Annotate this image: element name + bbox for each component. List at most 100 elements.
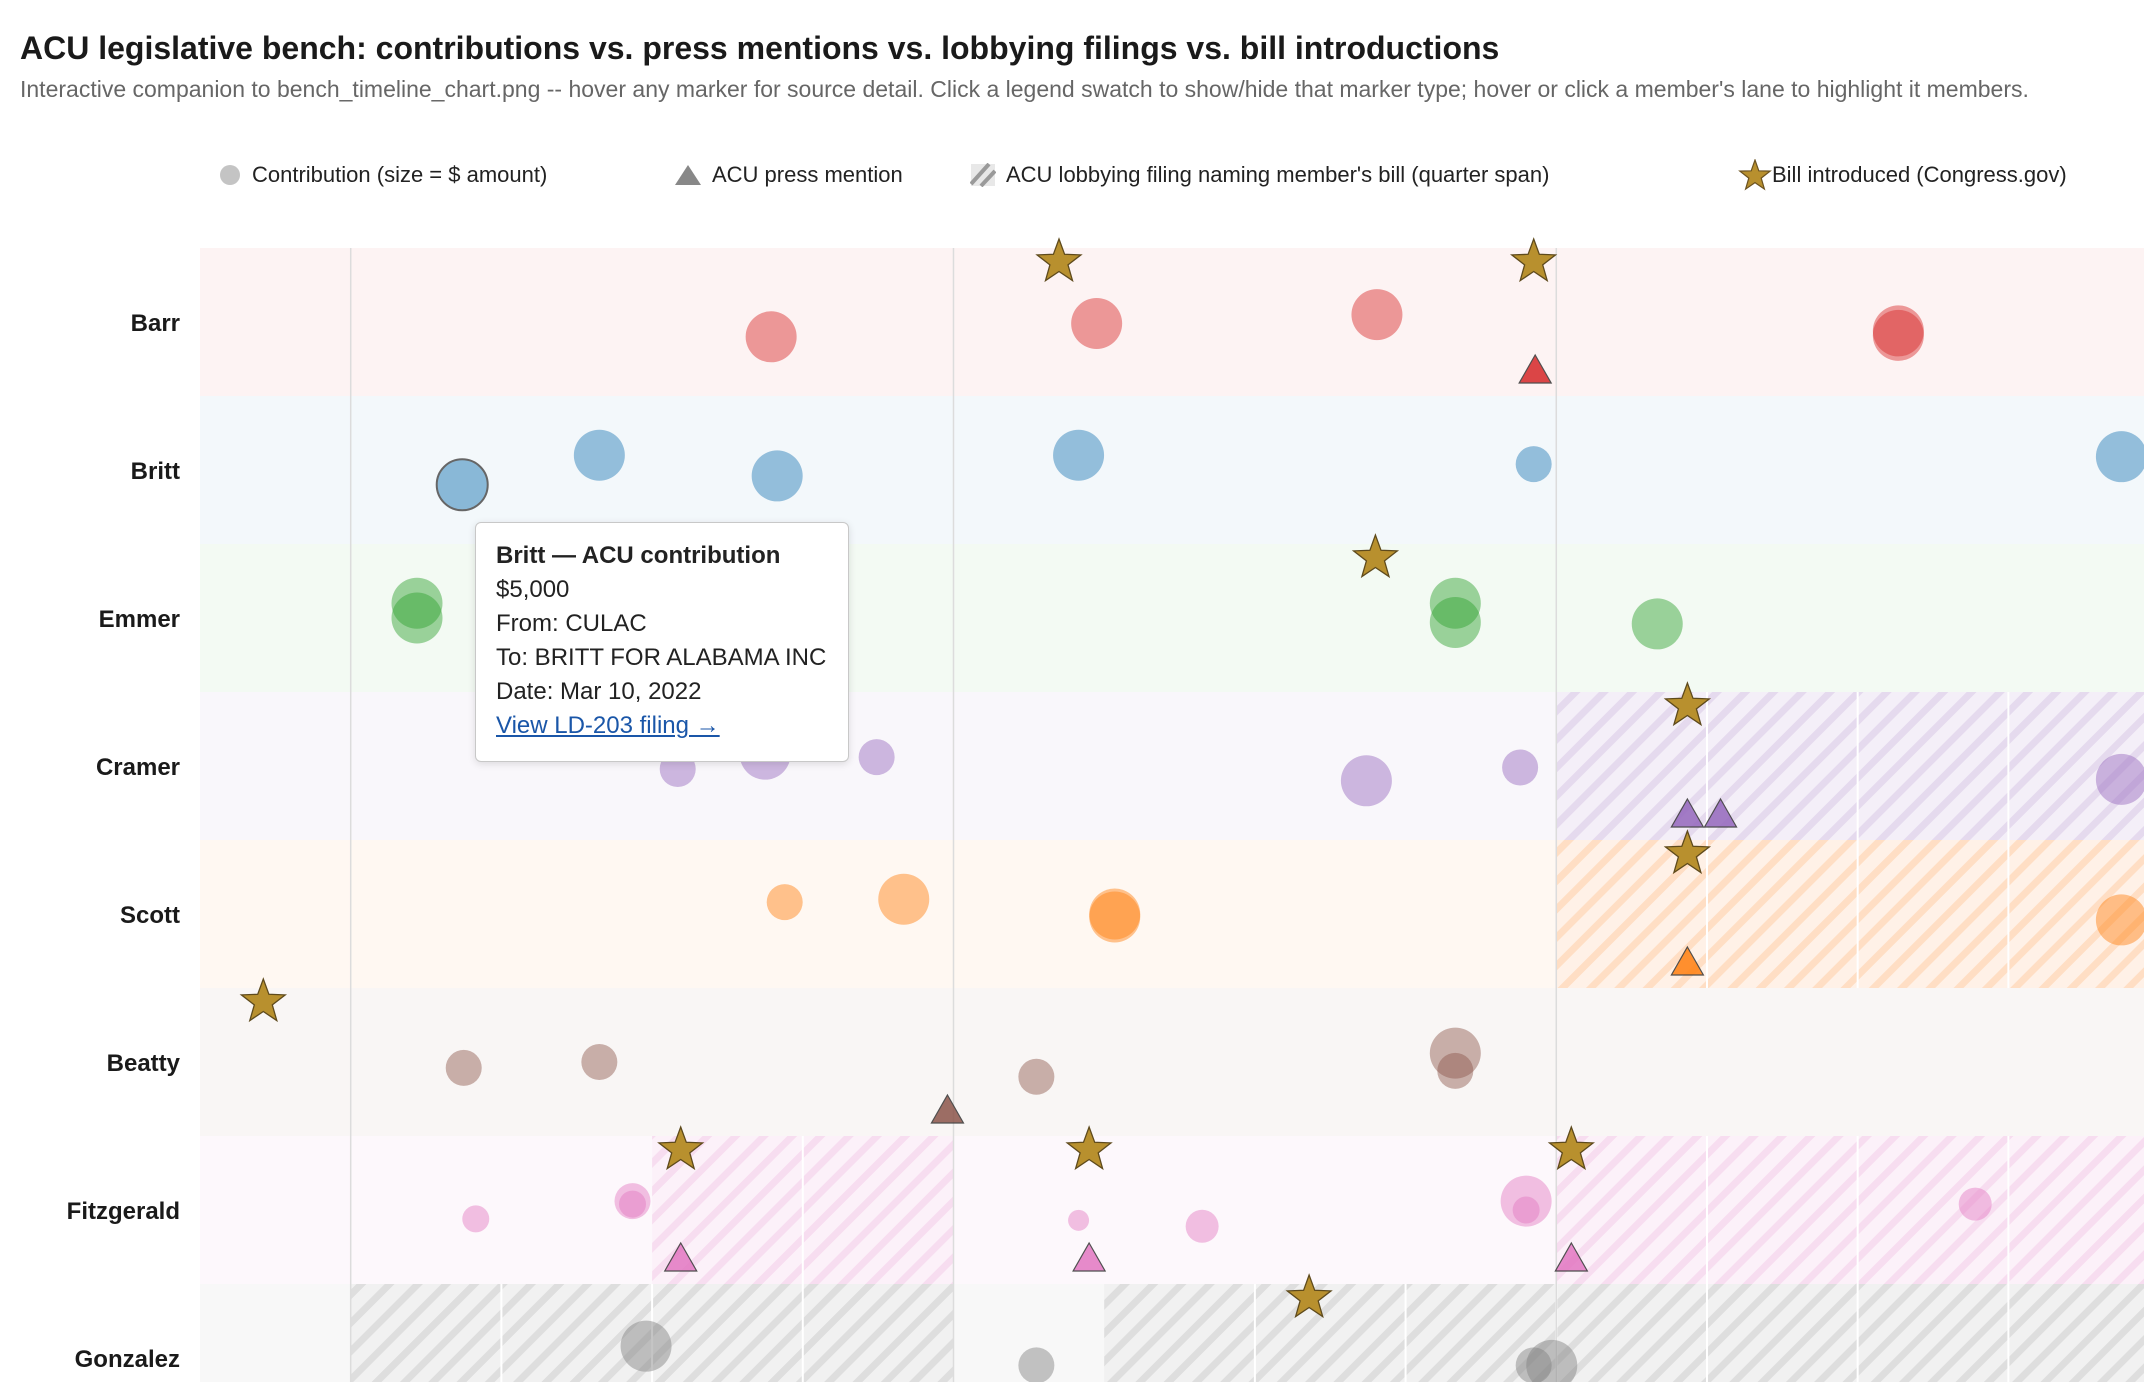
lobbying-span bbox=[1556, 1136, 2144, 1284]
bill-marker[interactable] bbox=[1065, 1125, 1113, 1171]
bill-marker[interactable] bbox=[657, 1125, 705, 1171]
contribution-marker[interactable] bbox=[1185, 1209, 1219, 1243]
contribution-marker[interactable] bbox=[2095, 753, 2144, 805]
contribution-marker[interactable] bbox=[1515, 446, 1552, 483]
lane-beatty[interactable] bbox=[200, 988, 2144, 1136]
contribution-marker[interactable] bbox=[391, 577, 443, 629]
legend-label-lobbying: ACU lobbying filing naming member's bill… bbox=[1006, 162, 1550, 187]
press-marker[interactable] bbox=[663, 1241, 698, 1272]
contribution-marker[interactable] bbox=[1872, 309, 1924, 361]
press-marker[interactable] bbox=[1554, 1241, 1589, 1272]
contribution-marker[interactable] bbox=[1872, 305, 1924, 357]
legend-item-contribution[interactable]: Contribution (size = $ amount) bbox=[218, 155, 547, 195]
lane-label-beatty[interactable]: Beatty bbox=[107, 1050, 181, 1077]
tooltip-from: From: CULAC bbox=[496, 610, 647, 637]
chart-subtitle: Interactive companion to bench_timeline_… bbox=[20, 76, 2029, 102]
lane-label-barr[interactable]: Barr bbox=[131, 310, 180, 337]
bill-marker[interactable] bbox=[1509, 237, 1558, 283]
tooltip-date: Date: Mar 10, 2022 bbox=[496, 678, 702, 705]
contribution-marker[interactable] bbox=[1958, 1187, 1992, 1221]
legend-item-lobbying[interactable]: ACU lobbying filing naming member's bill… bbox=[970, 155, 1549, 195]
contribution-marker[interactable] bbox=[1429, 1027, 1481, 1079]
contribution-marker[interactable] bbox=[1515, 1347, 1552, 1382]
bill-marker[interactable] bbox=[239, 977, 288, 1023]
contribution-marker[interactable] bbox=[620, 1320, 672, 1372]
lane-label-gonzalez[interactable]: Gonzalez bbox=[75, 1346, 180, 1373]
lane-britt[interactable] bbox=[200, 396, 2144, 544]
contribution-marker[interactable] bbox=[581, 1044, 618, 1080]
lane-label-emmer[interactable]: Emmer bbox=[99, 606, 180, 633]
contribution-marker[interactable] bbox=[751, 450, 803, 502]
contribution-marker[interactable] bbox=[1053, 429, 1105, 481]
triangle-icon bbox=[675, 165, 701, 185]
contribution-marker[interactable] bbox=[1068, 1209, 1090, 1231]
contribution-marker[interactable] bbox=[1429, 577, 1481, 629]
lane-barr[interactable] bbox=[200, 248, 2144, 396]
contribution-marker[interactable] bbox=[462, 1205, 490, 1233]
ld203-filing-link[interactable]: View LD-203 filing → bbox=[496, 712, 720, 739]
contribution-marker[interactable] bbox=[614, 1183, 651, 1220]
contribution-marker[interactable] bbox=[1018, 1347, 1055, 1382]
contribution-marker[interactable] bbox=[573, 429, 625, 481]
contribution-marker[interactable] bbox=[878, 873, 930, 925]
contribution-marker[interactable] bbox=[619, 1190, 647, 1218]
contribution-marker[interactable] bbox=[1526, 1339, 1578, 1382]
hatch-swatch-icon bbox=[970, 163, 996, 187]
contribution-marker[interactable] bbox=[745, 311, 797, 363]
bill-marker[interactable] bbox=[1351, 533, 1400, 579]
lobbying-span bbox=[1556, 692, 2144, 840]
contribution-marker[interactable] bbox=[1429, 596, 1481, 648]
contribution-marker[interactable] bbox=[858, 739, 895, 776]
contribution-marker[interactable] bbox=[1089, 888, 1141, 940]
contribution-marker[interactable] bbox=[1512, 1196, 1540, 1224]
star-icon bbox=[1738, 159, 1772, 191]
contribution-marker[interactable] bbox=[1089, 891, 1141, 943]
legend-item-bill[interactable]: Bill introduced (Congress.gov) bbox=[1738, 155, 2067, 195]
contribution-marker[interactable] bbox=[1340, 755, 1392, 807]
tooltip-title: Britt — ACU contribution bbox=[496, 542, 781, 569]
contribution-marker[interactable] bbox=[435, 458, 489, 512]
press-marker[interactable] bbox=[1072, 1241, 1107, 1272]
contribution-marker[interactable] bbox=[1071, 297, 1123, 349]
tooltip-to: To: BRITT FOR ALABAMA INC bbox=[496, 644, 827, 671]
hover-tooltip: Britt — ACU contribution $5,000 From: CU… bbox=[475, 522, 849, 762]
contribution-marker[interactable] bbox=[1500, 1175, 1552, 1227]
contributions-layer bbox=[391, 289, 2144, 1382]
legend-item-press[interactable]: ACU press mention bbox=[674, 155, 903, 195]
lane-labels-layer: Barr Britt Emmer Cramer Scott Beatty Fitzgeral… bbox=[67, 310, 181, 1373]
contribution-marker[interactable] bbox=[391, 592, 443, 644]
bill-marker[interactable] bbox=[1285, 1273, 1333, 1319]
contribution-marker[interactable] bbox=[1018, 1058, 1055, 1095]
bill-marker[interactable] bbox=[1663, 829, 1712, 875]
press-marker[interactable] bbox=[930, 1093, 965, 1124]
lobbying-span bbox=[1104, 1284, 2144, 1382]
contribution-marker[interactable] bbox=[2095, 894, 2144, 946]
press-marker[interactable] bbox=[1670, 797, 1705, 828]
contribution-marker[interactable] bbox=[2095, 431, 2144, 483]
contribution-marker[interactable] bbox=[1351, 289, 1403, 341]
press-marker[interactable] bbox=[1703, 797, 1738, 828]
contribution-marker[interactable] bbox=[1502, 749, 1539, 786]
lane-label-britt[interactable]: Britt bbox=[131, 458, 180, 485]
lane-label-fitzgerald[interactable]: Fitzgerald bbox=[67, 1198, 180, 1225]
legend-label-bill: Bill introduced (Congress.gov) bbox=[1772, 162, 2067, 187]
bills-layer bbox=[239, 237, 1712, 1319]
bill-marker[interactable] bbox=[1663, 681, 1712, 727]
contribution-marker[interactable] bbox=[445, 1049, 482, 1086]
circle-icon bbox=[220, 165, 240, 185]
lobbying-layer bbox=[350, 692, 2144, 1382]
contribution-marker[interactable] bbox=[766, 884, 803, 921]
press-layer bbox=[663, 353, 1738, 1272]
bill-marker[interactable] bbox=[1035, 237, 1083, 283]
contribution-marker[interactable] bbox=[1631, 598, 1683, 650]
lobbying-span bbox=[1556, 840, 2144, 988]
lane-label-scott[interactable]: Scott bbox=[120, 902, 180, 929]
press-marker[interactable] bbox=[1670, 945, 1705, 976]
lane-label-cramer[interactable]: Cramer bbox=[96, 754, 180, 781]
contribution-marker[interactable] bbox=[1437, 1052, 1474, 1089]
press-marker[interactable] bbox=[1518, 353, 1553, 384]
legend-label-contribution: Contribution (size = $ amount) bbox=[252, 162, 548, 187]
bill-marker[interactable] bbox=[1547, 1125, 1596, 1171]
legend-label-press: ACU press mention bbox=[712, 162, 903, 187]
